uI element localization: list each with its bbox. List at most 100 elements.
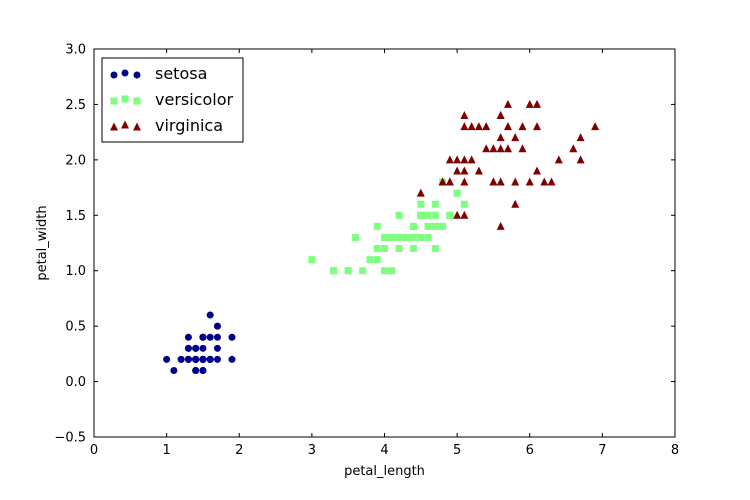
x-tick-label: 4 (380, 443, 388, 458)
legend-item-versicolor: versicolor (110, 90, 233, 109)
legend-marker-setosa (121, 69, 129, 77)
y-tick-label: 2.5 (65, 98, 86, 113)
data-point-virginica (474, 122, 483, 131)
data-point-versicolor (381, 233, 388, 241)
data-point-versicolor (439, 222, 447, 230)
y-tick-label: 0.5 (65, 320, 86, 335)
series-virginica (416, 99, 600, 230)
data-point-setosa (213, 333, 221, 341)
data-point-virginica (438, 177, 447, 186)
data-point-virginica (496, 144, 505, 153)
data-point-virginica (445, 177, 454, 186)
data-point-virginica (518, 144, 527, 153)
data-point-setosa (213, 355, 221, 363)
legend-marker-versicolor (133, 97, 141, 105)
data-point-versicolor (395, 211, 403, 219)
data-point-versicolor (431, 211, 439, 219)
data-point-versicolor (344, 267, 352, 275)
data-point-setosa (228, 355, 236, 363)
series-setosa (163, 311, 236, 374)
data-point-setosa (228, 333, 236, 341)
y-tick-label: −0.5 (54, 431, 86, 446)
data-point-setosa (192, 344, 200, 352)
data-point-versicolor (410, 245, 418, 253)
data-point-virginica (496, 133, 505, 142)
data-point-virginica (496, 177, 505, 186)
data-point-virginica (467, 155, 476, 164)
data-point-setosa (192, 355, 200, 363)
data-point-versicolor (417, 233, 425, 241)
data-point-virginica (533, 122, 542, 131)
series-versicolor (308, 178, 468, 275)
data-point-setosa (199, 344, 207, 352)
data-point-virginica (453, 155, 462, 164)
data-point-versicolor (330, 267, 338, 275)
data-point-setosa (213, 344, 221, 352)
data-point-virginica (482, 122, 491, 131)
data-point-versicolor (388, 233, 396, 241)
data-point-virginica (576, 155, 585, 164)
legend-marker-virginica (133, 122, 141, 131)
data-point-virginica (503, 122, 512, 131)
data-point-versicolor (366, 256, 374, 264)
plot-frame (93, 48, 676, 438)
data-point-virginica (474, 166, 483, 175)
data-point-virginica (511, 177, 520, 186)
data-point-virginica (460, 155, 469, 164)
legend-label-versicolor: versicolor (155, 90, 233, 109)
data-point-setosa (206, 333, 214, 341)
data-point-virginica (453, 210, 462, 219)
data-point-versicolor (388, 267, 396, 275)
data-point-setosa (199, 355, 207, 363)
data-point-versicolor (424, 233, 432, 241)
data-point-setosa (184, 355, 192, 363)
data-point-virginica (503, 144, 512, 153)
data-point-virginica (460, 122, 469, 131)
data-point-virginica (511, 133, 520, 142)
data-point-versicolor (453, 189, 461, 197)
data-point-virginica (460, 166, 469, 175)
data-point-virginica (554, 155, 563, 164)
data-point-virginica (416, 188, 425, 197)
legend-item-virginica: virginica (110, 116, 223, 135)
y-tick-label: 0.0 (65, 375, 86, 390)
legend-marker-setosa (133, 71, 141, 79)
x-tick-label: 3 (308, 443, 316, 458)
data-point-versicolor (410, 222, 418, 230)
y-tick-label: 1.0 (65, 264, 86, 279)
data-point-virginica (591, 122, 600, 131)
x-tick-label: 2 (235, 443, 243, 458)
data-point-versicolor (395, 233, 403, 241)
data-point-versicolor (410, 233, 418, 241)
tick-labels: 0 1 2 3 4 5 6 7 8 −0.5 0.0 0.5 1.0 1.5 2.0 2.5 3.0 (54, 43, 679, 459)
data-point-virginica (489, 177, 498, 186)
data-point-setosa (184, 344, 192, 352)
data-point-setosa (163, 355, 171, 363)
data-point-virginica (533, 99, 542, 108)
data-point-virginica (445, 155, 454, 164)
x-tick-label: 7 (598, 443, 606, 458)
y-tick-label: 3.0 (65, 43, 86, 58)
data-points (163, 99, 600, 374)
data-point-virginica (496, 221, 505, 230)
data-point-virginica (460, 111, 469, 120)
data-point-versicolor (431, 222, 439, 230)
y-axis-label: petal_width (35, 205, 50, 280)
data-point-versicolor (395, 245, 403, 253)
data-point-virginica (540, 177, 549, 186)
data-point-versicolor (417, 200, 425, 208)
data-point-virginica (453, 166, 462, 175)
legend-label-setosa: setosa (155, 64, 207, 83)
x-tick-label: 1 (162, 443, 170, 458)
data-point-versicolor (373, 256, 381, 264)
data-point-versicolor (402, 233, 410, 241)
data-point-versicolor (424, 222, 432, 230)
data-point-virginica (518, 122, 527, 131)
data-point-setosa (192, 366, 200, 374)
data-point-virginica (496, 111, 505, 120)
legend-marker-virginica (121, 120, 129, 129)
y-tick-label: 1.5 (65, 209, 86, 224)
data-point-versicolor (351, 233, 359, 241)
data-point-versicolor (381, 245, 388, 253)
